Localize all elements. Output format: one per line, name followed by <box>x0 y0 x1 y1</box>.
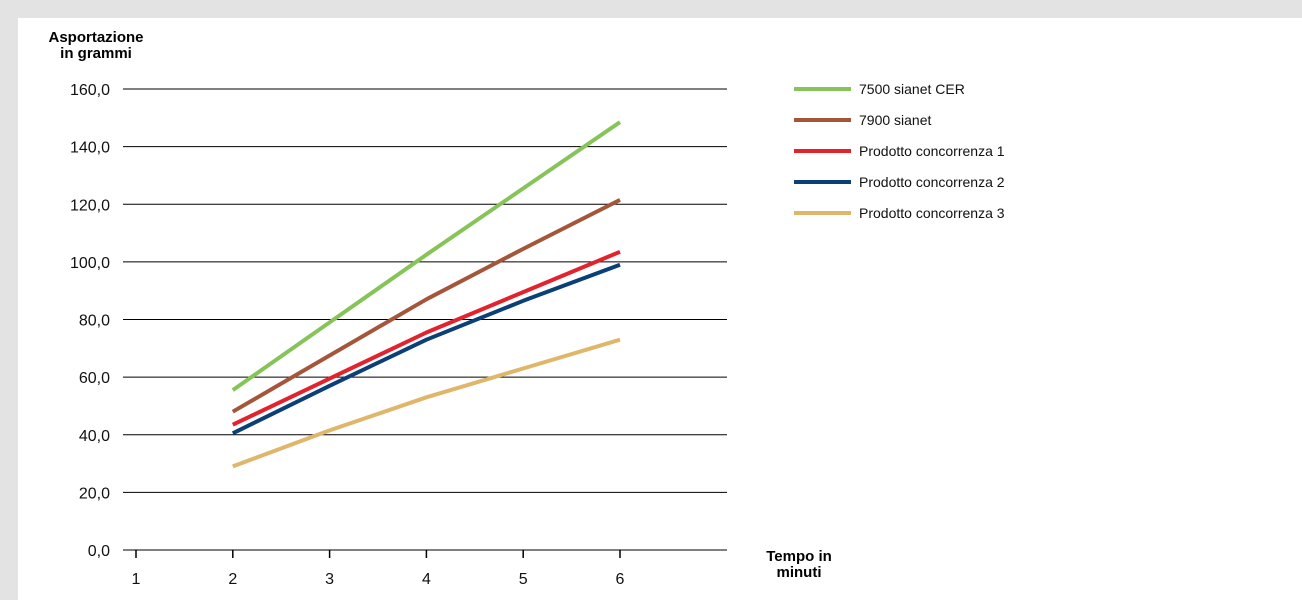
series-line-1 <box>231 120 622 392</box>
legend-label-2: 7900 sianet <box>859 112 932 128</box>
legend-label-5: Prodotto concorrenza 3 <box>859 205 1005 221</box>
legend-label-3: Prodotto concorrenza 1 <box>859 143 1005 159</box>
legend-label-1: 7500 sianet CER <box>859 81 965 97</box>
series-line-2 <box>231 198 621 414</box>
series-line-3 <box>231 249 621 427</box>
y-tick-label: 80,0 <box>79 313 110 330</box>
x-tick-label: 2 <box>228 571 237 588</box>
x-tick-label: 5 <box>519 571 528 588</box>
y-tick-label: 20,0 <box>79 485 110 502</box>
x-tick-label: 6 <box>616 571 625 588</box>
y-tick-label: 60,0 <box>79 370 110 387</box>
line-chart: 0,0 20,0 40,0 60,0 80,0 100,0 120,0 140,0 160,0 1… <box>70 81 1005 588</box>
y-axis-title-line1: Asportazione <box>48 29 144 46</box>
y-tick-label: 140,0 <box>70 140 110 157</box>
x-axis-title-line1: Tempo in <box>766 548 832 565</box>
series-line-4 <box>231 262 621 436</box>
y-tick-label: 100,0 <box>70 255 110 272</box>
x-tick-label: 4 <box>422 571 431 588</box>
x-tick-label: 3 <box>325 571 334 588</box>
series-line-5 <box>232 337 621 469</box>
x-tick-label: 1 <box>132 571 141 588</box>
y-axis-title: Asportazione in grammi <box>36 30 156 62</box>
chart-panel: Asportazione in grammi Tempo in minuti 0… <box>18 18 1302 600</box>
y-axis-title-line2: in grammi <box>60 45 132 62</box>
x-axis-title: Tempo in minuti <box>749 549 849 581</box>
x-axis-title-line2: minuti <box>776 564 822 581</box>
y-tick-label: 0,0 <box>88 543 110 560</box>
y-tick-label: 120,0 <box>70 197 110 214</box>
y-tick-label: 40,0 <box>79 428 110 445</box>
legend-label-4: Prodotto concorrenza 2 <box>859 174 1005 190</box>
y-tick-label: 160,0 <box>70 82 110 99</box>
